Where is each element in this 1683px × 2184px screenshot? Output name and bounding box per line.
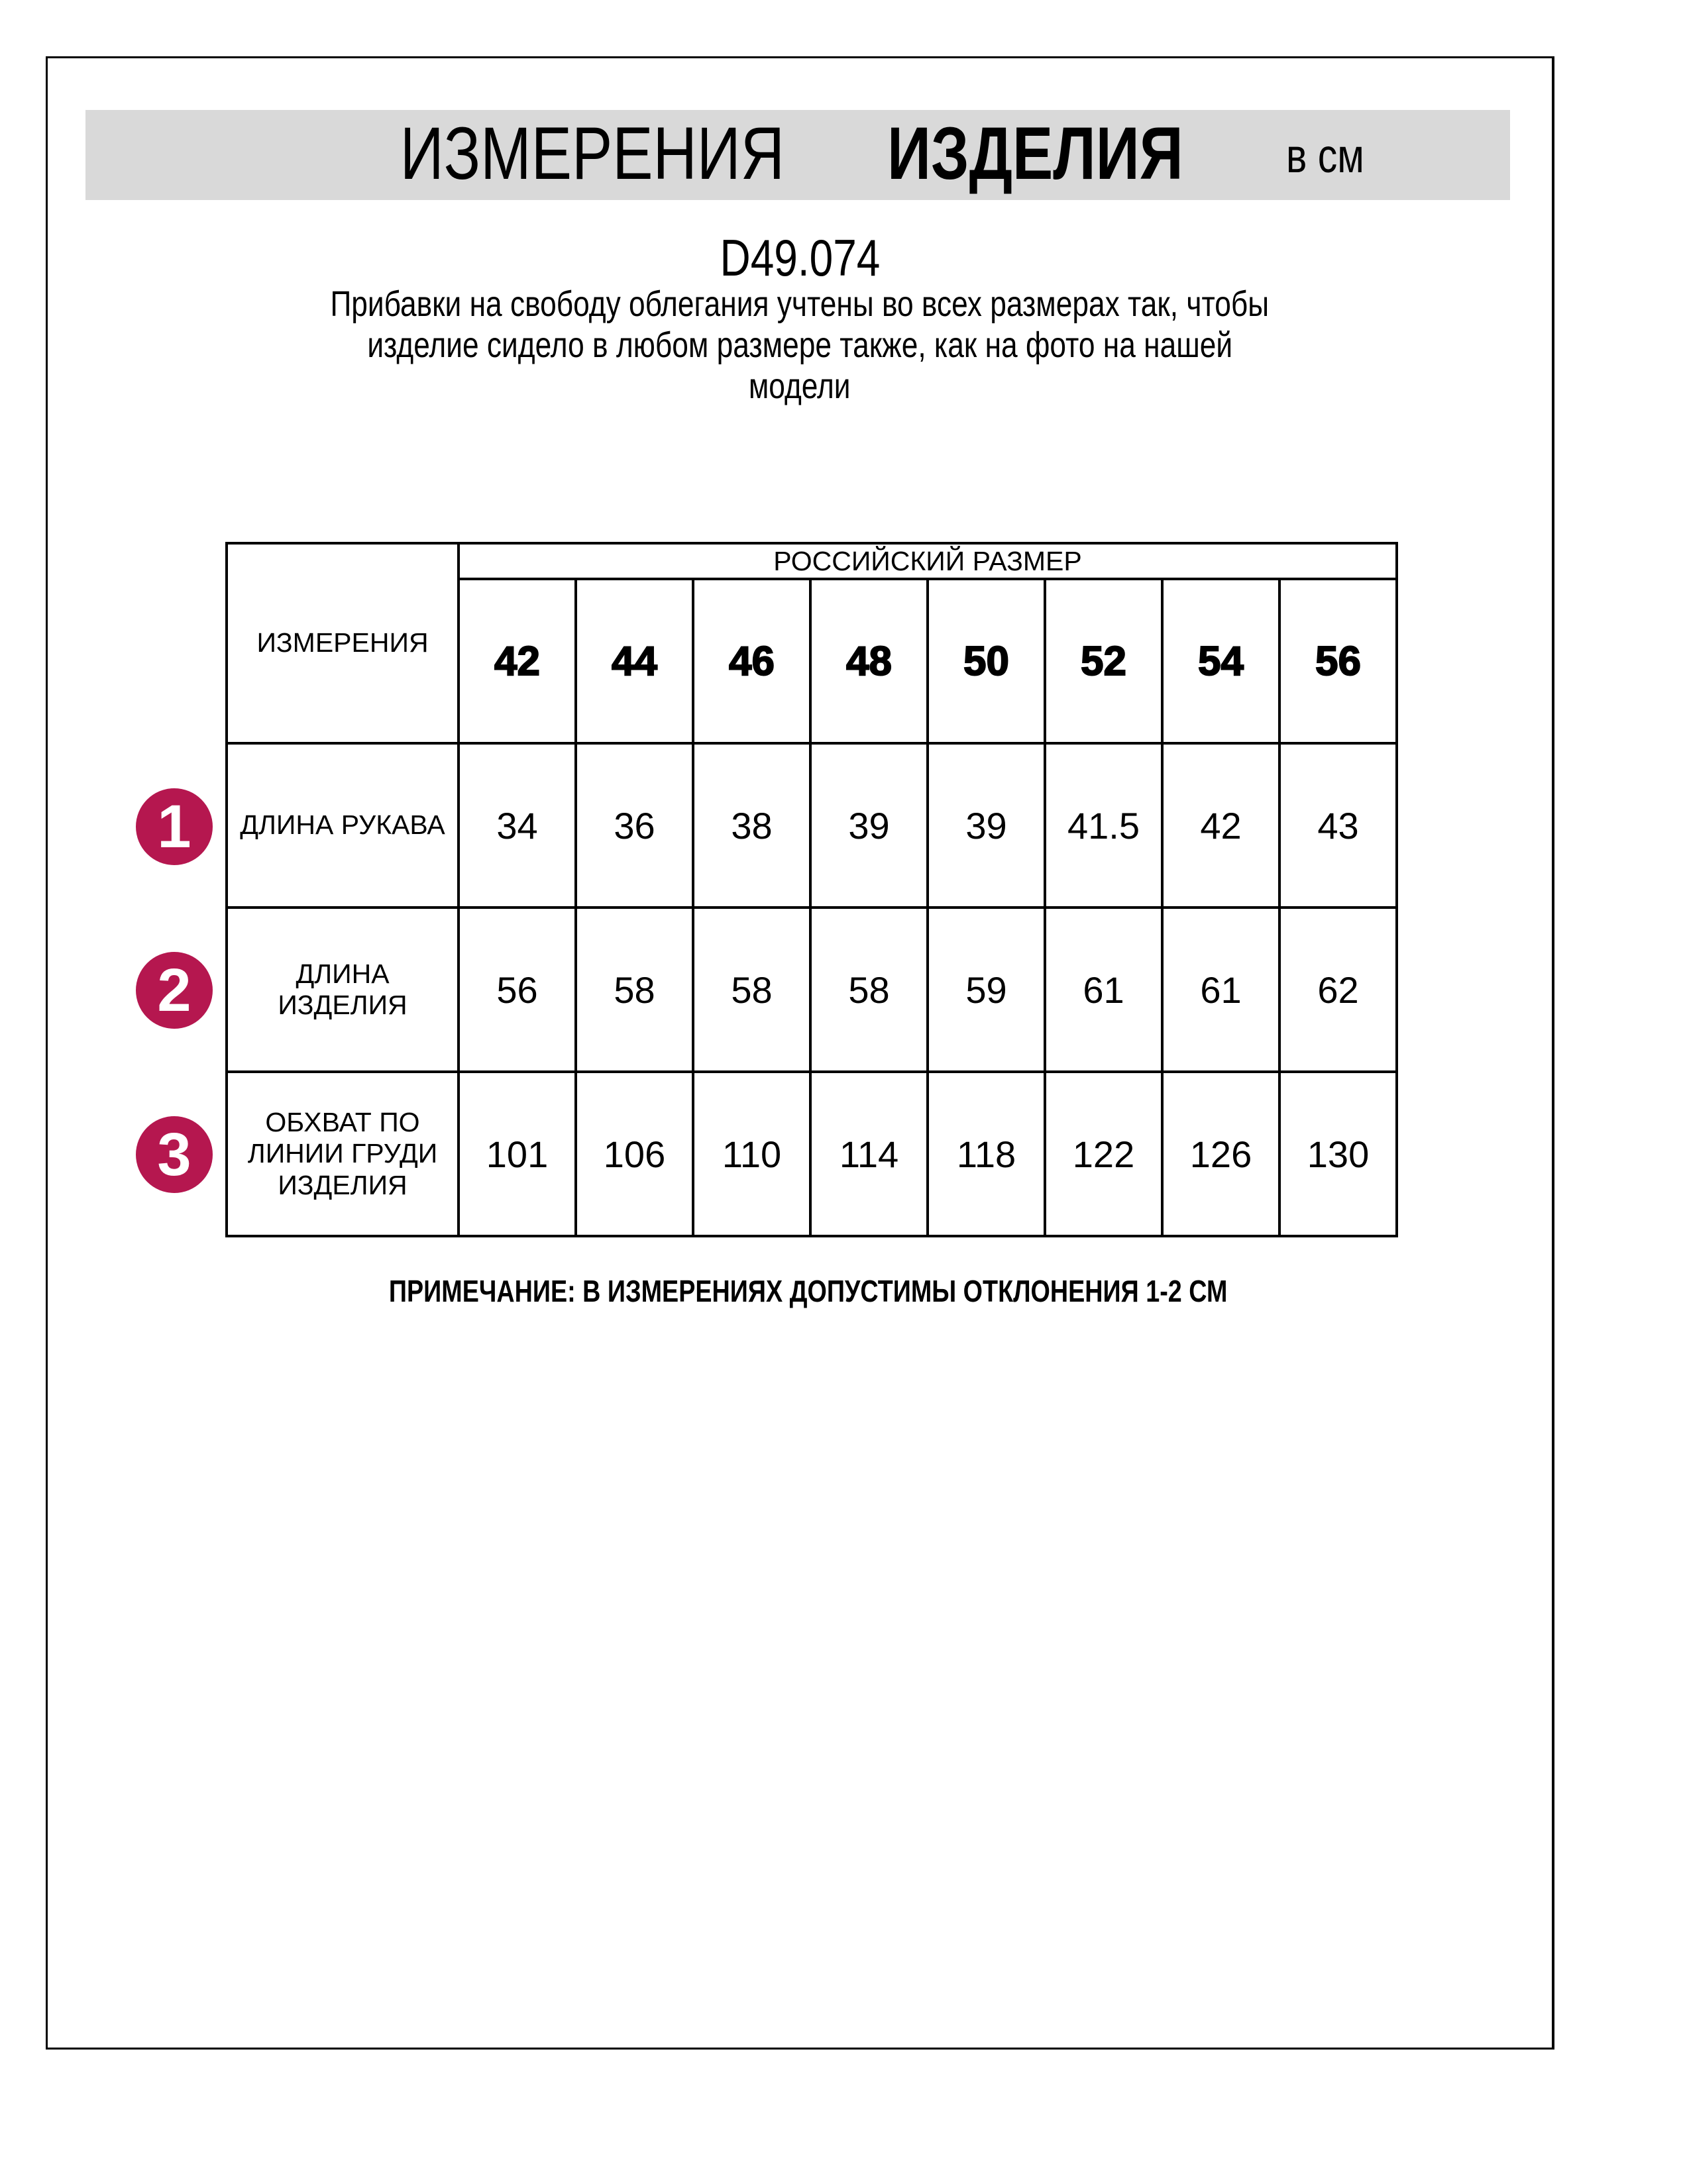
size-header: 54 [1161, 578, 1281, 745]
value-cell: 43 [1278, 742, 1398, 909]
product-code: D49.074 [720, 229, 880, 287]
description-line: модели [749, 366, 851, 406]
table-row: ОБХВАТ ПО ЛИНИИ ГРУДИ ИЗДЕЛИЯ 101 106 110 11… [225, 1070, 1398, 1237]
page-frame [46, 56, 1554, 2050]
description-line: Прибавки на свободу облегания учтены во … [330, 284, 1270, 324]
table-row: ДЛИНА ИЗДЕЛИЯ 56 58 58 58 59 61 61 62 [225, 906, 1398, 1073]
note: ПРИМЕЧАНИЕ: В ИЗМЕРЕНИЯХ ДОПУСТИМЫ ОТКЛО… [389, 1274, 1228, 1308]
value-cell: 34 [457, 742, 577, 909]
title-banner [85, 110, 1510, 200]
marker-3-icon: 3 [136, 1116, 213, 1193]
measure-header: ИЗМЕРЕНИЯ [225, 542, 460, 745]
row-label: ОБХВАТ ПО ЛИНИИ ГРУДИ ИЗДЕЛИЯ [225, 1070, 460, 1237]
value-cell: 39 [809, 742, 929, 909]
size-header: 46 [692, 578, 812, 745]
size-group-header: РОССИЙСКИЙ РАЗМЕР [457, 542, 1398, 580]
value-cell: 62 [1278, 906, 1398, 1073]
value-cell: 39 [926, 742, 1046, 909]
marker-1-icon: 1 [136, 788, 213, 865]
value-cell: 118 [926, 1070, 1046, 1237]
size-header: 52 [1044, 578, 1164, 745]
size-header: 42 [457, 578, 577, 745]
value-cell: 61 [1044, 906, 1164, 1073]
value-cell: 42 [1161, 742, 1281, 909]
value-cell: 56 [457, 906, 577, 1073]
sizes-row: 42 44 46 48 50 52 54 56 [227, 578, 1398, 745]
title-unit: в см [1286, 130, 1364, 183]
size-header: 44 [574, 578, 694, 745]
value-cell: 41.5 [1044, 742, 1164, 909]
description-line: изделие сидело в любом размере также, ка… [367, 325, 1232, 365]
size-table: ИЗМЕРЕНИЯ РОССИЙСКИЙ РАЗМЕР 42 44 46 48 50 52… [225, 542, 1398, 1237]
table-row: ДЛИНА РУКАВА 34 36 38 39 39 41.5 42 43 [225, 742, 1398, 909]
value-cell: 106 [574, 1070, 694, 1237]
marker-2-icon: 2 [136, 952, 213, 1029]
value-cell: 61 [1161, 906, 1281, 1073]
value-cell: 126 [1161, 1070, 1281, 1237]
value-cell: 101 [457, 1070, 577, 1237]
title-regular: ИЗМЕРЕНИЯ [400, 112, 785, 195]
value-cell: 36 [574, 742, 694, 909]
value-cell: 38 [692, 742, 812, 909]
row-label: ДЛИНА РУКАВА [225, 742, 460, 909]
size-header: 50 [926, 578, 1046, 745]
table-header-row: ИЗМЕРЕНИЯ РОССИЙСКИЙ РАЗМЕР [225, 542, 1398, 745]
value-cell: 122 [1044, 1070, 1164, 1237]
value-cell: 130 [1278, 1070, 1398, 1237]
value-cell: 59 [926, 906, 1046, 1073]
title-bold: ИЗДЕЛИЯ [887, 112, 1183, 195]
value-cell: 58 [574, 906, 694, 1073]
value-cell: 58 [692, 906, 812, 1073]
size-header: 56 [1278, 578, 1398, 745]
size-header: 48 [809, 578, 929, 745]
row-label: ДЛИНА ИЗДЕЛИЯ [225, 906, 460, 1073]
value-cell: 110 [692, 1070, 812, 1237]
value-cell: 58 [809, 906, 929, 1073]
value-cell: 114 [809, 1070, 929, 1237]
